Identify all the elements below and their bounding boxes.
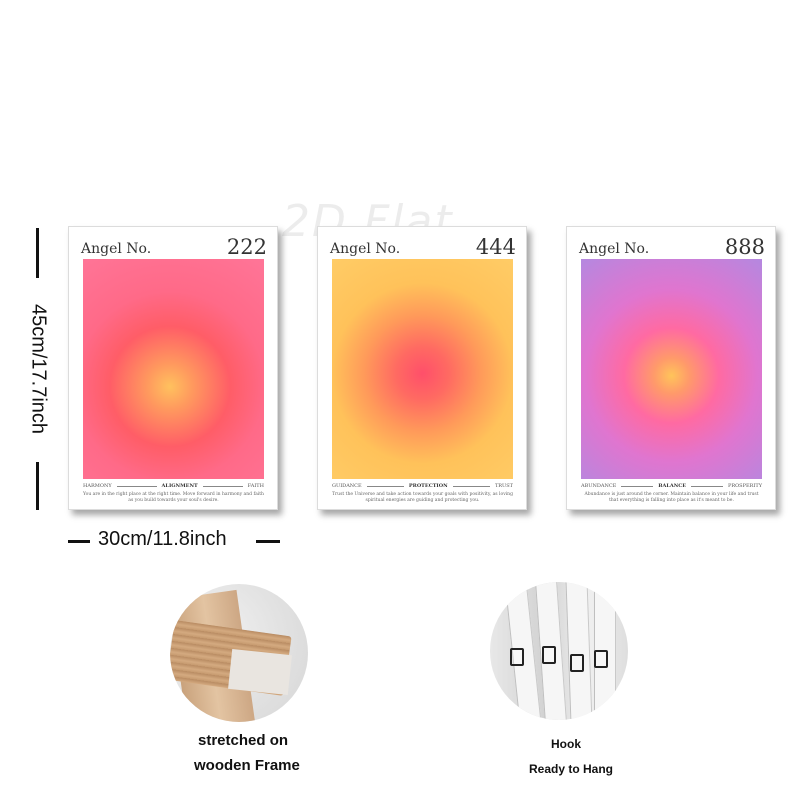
affirmation-text: You are in the right place at the right … <box>83 492 264 503</box>
keyword-center: BALANCE <box>658 483 687 489</box>
width-marker-right <box>256 540 280 543</box>
angel-label: Angel No. <box>579 241 650 257</box>
keyword-left: ABUNDANCE <box>581 483 617 489</box>
aura-gradient <box>332 259 513 479</box>
divider-line <box>116 485 157 487</box>
poster-header: Angel No. 222 <box>81 231 267 259</box>
width-label: 30cm/11.8inch <box>98 528 227 550</box>
keyword-right: TRUST <box>494 483 514 489</box>
keyword-left: HARMONY <box>83 483 112 489</box>
keyword-center: PROTECTION <box>408 483 448 489</box>
affirmation-text: Trust the Universe and take action towar… <box>332 492 513 503</box>
angel-number: 888 <box>724 235 765 259</box>
canvas-corner <box>228 648 292 696</box>
height-marker-top <box>36 228 39 278</box>
keyword-right: FAITH <box>247 483 264 489</box>
hook-icon <box>570 654 584 672</box>
aura-gradient <box>581 259 762 479</box>
keyword-row: GUIDANCE PROTECTION TRUST <box>332 483 513 489</box>
affirmation-text: Abundance is just around the corner. Mai… <box>584 492 759 503</box>
poster-222: Angel No. 222 HARMONY ALIGNMENT FAITH Yo… <box>68 226 278 510</box>
keyword-center: ALIGNMENT <box>161 483 198 489</box>
frame-caption-line2: wooden Frame <box>194 757 300 774</box>
hook-icon <box>594 650 608 668</box>
poster-444: Angel No. 444 GUIDANCE PROTECTION TRUST … <box>317 226 527 510</box>
divider-line <box>202 485 243 487</box>
hook-icon <box>542 646 556 664</box>
hook-caption-line2: Ready to Hang <box>529 762 614 776</box>
divider-line <box>621 485 654 487</box>
angel-label: Angel No. <box>81 241 152 257</box>
keyword-row: HARMONY ALIGNMENT FAITH <box>83 483 264 489</box>
hook-caption-line1: Hook <box>551 737 581 751</box>
poster-888: Angel No. 888 ABUNDANCE BALANCE PROSPERI… <box>566 226 776 510</box>
angel-label: Angel No. <box>330 241 401 257</box>
wooden-frame-photo <box>170 584 308 722</box>
keyword-left: GUIDANCE <box>332 483 362 489</box>
height-label: 45cm/17.7inch <box>27 303 50 435</box>
width-marker-left <box>68 540 90 543</box>
frame-caption-line1: stretched on <box>198 732 289 749</box>
hook-photo <box>490 582 628 720</box>
divider-line <box>691 485 723 487</box>
aura-gradient <box>83 259 264 479</box>
height-marker-bottom <box>36 462 39 510</box>
angel-number: 222 <box>226 235 267 259</box>
divider-line <box>452 485 490 487</box>
frame-slat <box>565 582 593 720</box>
divider-line <box>366 485 404 487</box>
keyword-row: ABUNDANCE BALANCE PROSPERITY <box>581 483 762 489</box>
poster-header: Angel No. 444 <box>330 231 516 259</box>
angel-number: 444 <box>475 235 516 259</box>
keyword-right: PROSPERITY <box>727 483 762 489</box>
poster-header: Angel No. 888 <box>579 231 765 259</box>
hook-icon <box>510 648 524 666</box>
